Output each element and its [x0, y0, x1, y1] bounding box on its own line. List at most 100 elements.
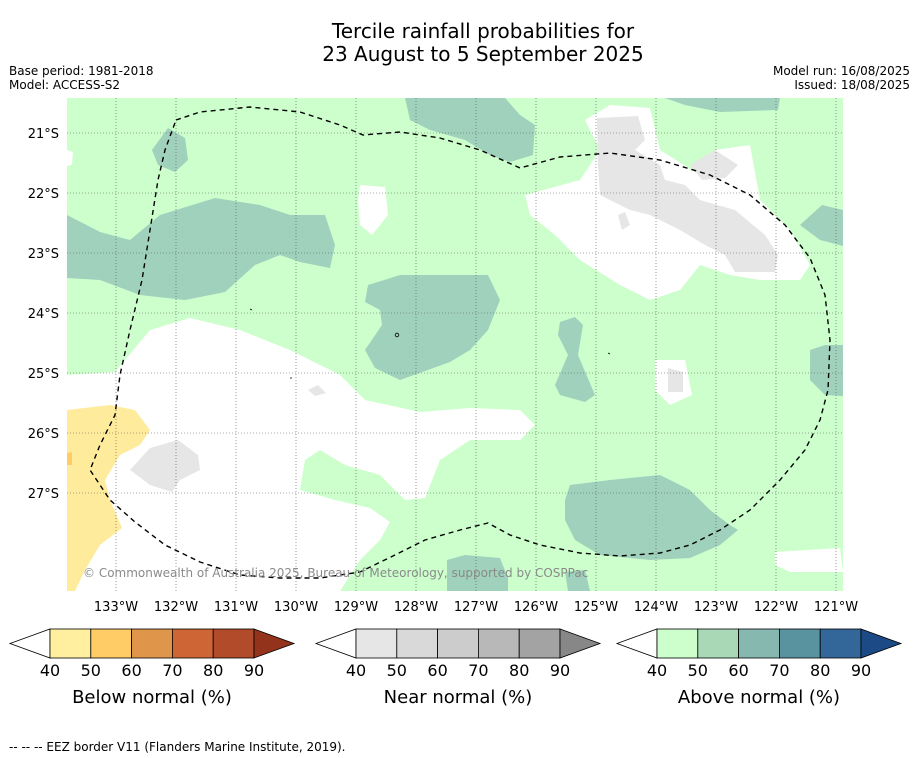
colorbar-segment — [656, 628, 699, 659]
colorbar-tick-label: 80 — [509, 661, 529, 680]
colorbar-over-triangle — [559, 628, 602, 659]
colorbar-tick-label: 60 — [728, 661, 748, 680]
title-line-1: Tercile rainfall probabilities for — [331, 19, 635, 43]
colorbar-tick-label: 50 — [387, 661, 407, 680]
issued-date: Issued: 18/08/2025 — [794, 78, 910, 92]
lat-label: 21°S — [28, 127, 59, 142]
islands — [249, 308, 611, 379]
title-line-2: 23 August to 5 September 2025 — [322, 42, 644, 66]
lon-label: 125°W — [574, 600, 618, 615]
white-region-small-1 — [358, 185, 388, 235]
map-title: Tercile rainfall probabilities for 23 Au… — [0, 20, 919, 66]
colorbar-segment — [171, 628, 214, 659]
above-60-region-south-2 — [565, 570, 590, 591]
colorbar-tick-label: 70 — [162, 661, 182, 680]
colorbar-tick-label: 70 — [468, 661, 488, 680]
above-60-region-center-2 — [555, 317, 595, 402]
above-60-region-south — [447, 555, 508, 591]
lat-label: 27°S — [28, 487, 59, 502]
above-60-region-east-edge-2 — [810, 345, 843, 396]
colorbar-tick-label: 90 — [244, 661, 264, 680]
colorbar-below-normal: 40 50 60 70 80 90 Below normal (%) — [8, 628, 296, 708]
colorbar-segment — [49, 628, 92, 659]
lon-label: 132°W — [154, 600, 198, 615]
above-60-region-center — [365, 275, 500, 380]
colorbar-tick-label: 40 — [40, 661, 60, 680]
colorbar-segment — [396, 628, 438, 659]
lat-gridlines — [67, 132, 843, 494]
lon-label: 131°W — [214, 600, 258, 615]
near-normal-region-east — [597, 116, 778, 272]
model-name: Model: ACCESS-S2 — [9, 78, 121, 92]
base-period: Base period: 1981-2018 — [9, 64, 154, 78]
lon-label: 129°W — [334, 600, 378, 615]
lon-label: 124°W — [634, 600, 678, 615]
colorbar-tick-label: 50 — [688, 661, 708, 680]
near-normal-region-small — [668, 368, 683, 392]
near-normal-region-southwest — [130, 440, 200, 492]
colorbar-tick-label: 90 — [851, 661, 871, 680]
lon-label: 130°W — [274, 600, 318, 615]
copyright-text: © Commonwealth of Australia 2025, Bureau… — [83, 566, 588, 580]
eez-border — [89, 106, 831, 579]
colorbar-tick-label: 60 — [427, 661, 447, 680]
colorbar-under-triangle — [8, 628, 51, 659]
colorbar-tick-label: 70 — [769, 661, 789, 680]
meta-right: Model run: 16/08/2025 Issued: 18/08/2025 — [773, 64, 910, 92]
lon-label: 122°W — [754, 600, 798, 615]
lat-label: 25°S — [28, 367, 59, 382]
lat-label: 24°S — [28, 307, 59, 322]
below-normal-region-50 — [67, 452, 72, 465]
lon-label: 127°W — [454, 600, 498, 615]
meta-left: Base period: 1981-2018 Model: ACCESS-S2 — [9, 64, 154, 92]
near-normal-region-tiny — [308, 385, 326, 396]
above-60-region-southeast — [565, 475, 738, 560]
above-60-region-west — [67, 198, 335, 300]
colorbar-tick-label: 60 — [121, 661, 141, 680]
colorbar-label: Below normal (%) — [72, 687, 232, 708]
lon-gridlines — [115, 98, 837, 591]
map-area[interactable] — [67, 98, 843, 591]
colorbar-label: Near normal (%) — [384, 687, 533, 708]
colorbar-above-normal: 40 50 60 70 80 90 Above normal (%) — [615, 628, 903, 708]
colorbar-segment — [437, 628, 479, 659]
colorbar-segment — [819, 628, 862, 659]
near-normal-region-dot — [618, 212, 630, 230]
colorbar-near-normal: 40 50 60 70 80 90 Near normal (%) — [314, 628, 602, 708]
lon-axis: 133°W 132°W 131°W 130°W 129°W 128°W 127°… — [94, 600, 858, 615]
colorbar-segment — [518, 628, 561, 659]
eez-footnote: -- -- -- EEZ border V11 (Flanders Marine… — [9, 740, 346, 754]
colorbar-segment — [131, 628, 173, 659]
colorbar-over-triangle — [860, 628, 903, 659]
lon-label: 133°W — [94, 600, 138, 615]
colorbar-segment — [212, 628, 255, 659]
colorbar-tick-label: 40 — [647, 661, 667, 680]
colorbar-tick-label: 40 — [346, 661, 366, 680]
lat-label: 26°S — [28, 427, 59, 442]
above-60-region-north-2 — [665, 98, 780, 112]
colorbar-under-triangle — [314, 628, 357, 659]
lon-label: 121°W — [814, 600, 858, 615]
colorbar-over-triangle — [253, 628, 296, 659]
below-normal-region-40 — [67, 405, 150, 591]
colorbar-segment — [477, 628, 520, 659]
above-60-region-west-2 — [152, 128, 188, 172]
model-run: Model run: 16/08/2025 — [772, 64, 910, 78]
lat-label: 22°S — [28, 187, 59, 202]
lat-axis: 21°S 22°S 23°S 24°S 25°S 26°S 27°S — [28, 127, 59, 502]
colorbar-segment — [90, 628, 133, 659]
colorbar-segment — [738, 628, 780, 659]
lon-label: 123°W — [694, 600, 738, 615]
colorbar-segment — [779, 628, 821, 659]
lon-label: 128°W — [394, 600, 438, 615]
lon-label: 126°W — [514, 600, 558, 615]
colorbar-tick-label: 50 — [81, 661, 101, 680]
white-region-southwest — [67, 318, 535, 591]
colorbar-label: Above normal (%) — [678, 687, 840, 708]
white-region-small-3 — [775, 548, 843, 572]
colorbar-segment — [355, 628, 398, 659]
colorbar-tick-label: 80 — [203, 661, 223, 680]
above-60-region-north — [405, 98, 535, 162]
colorbar-tick-label: 80 — [810, 661, 830, 680]
